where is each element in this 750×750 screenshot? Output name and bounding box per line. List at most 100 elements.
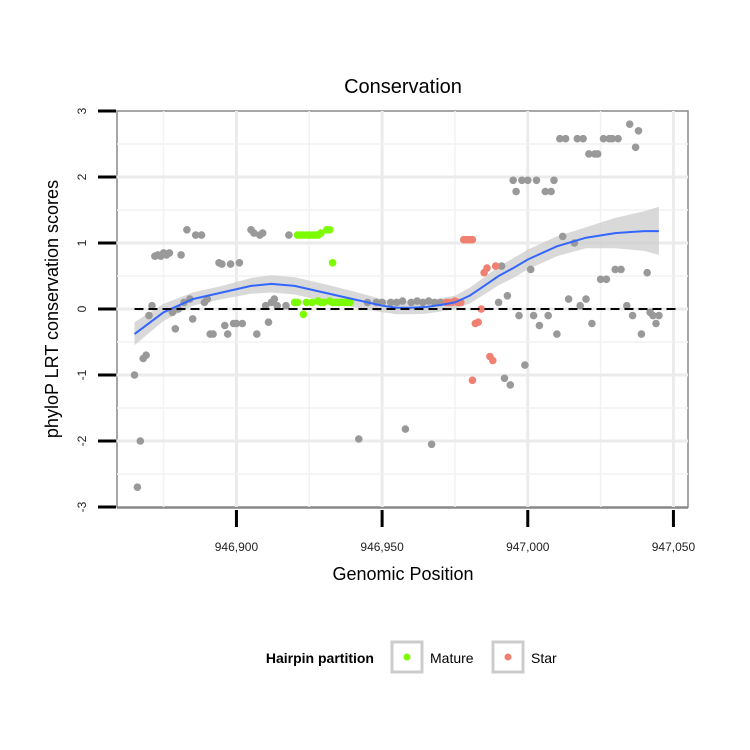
legend: Hairpin partition Mature Star (266, 640, 557, 674)
data-point-other (521, 361, 529, 369)
data-point-other (556, 134, 564, 143)
data-point-other (561, 134, 570, 143)
data-point-other (515, 311, 523, 320)
data-point-other (285, 231, 293, 239)
data-point-mature (320, 298, 328, 307)
data-point-star (468, 235, 477, 244)
data-point-mature (346, 298, 354, 307)
data-point-other (221, 321, 229, 330)
data-point-other (532, 176, 541, 185)
data-point-star (477, 305, 486, 313)
y-tick-label: 2 (75, 173, 89, 180)
data-point-star (483, 264, 491, 272)
data-point-other (430, 298, 439, 307)
data-point-other (512, 187, 520, 196)
data-point-other (623, 301, 631, 310)
data-point-other (258, 229, 267, 237)
data-point-other (518, 176, 526, 185)
data-point-other (547, 187, 555, 196)
data-point-other (535, 321, 544, 330)
data-point-other (494, 298, 503, 307)
data-point-other (424, 297, 433, 305)
data-point-star (489, 356, 497, 365)
data-point-mature (308, 298, 317, 307)
y-tick-label: 3 (75, 107, 89, 114)
chart-title: Conservation (344, 76, 462, 98)
data-point-other (588, 319, 596, 328)
data-point-mature (302, 298, 311, 307)
smooth-line-layer (133, 230, 659, 335)
data-point-other (541, 187, 550, 196)
data-point-other (497, 262, 506, 270)
data-point-other (652, 319, 660, 328)
legend-label-mature: Mature (430, 650, 474, 666)
data-point-mature (293, 298, 302, 307)
points-layer (130, 120, 663, 492)
data-point-other (634, 127, 643, 135)
data-point-other (617, 265, 625, 274)
series-mature (290, 226, 354, 319)
y-tick-label: 1 (75, 239, 89, 246)
data-point-other (553, 330, 561, 338)
data-point-other (392, 298, 401, 307)
data-point-other (261, 301, 270, 310)
data-point-other (177, 251, 185, 259)
data-point-other (585, 150, 593, 158)
data-point-other (524, 176, 532, 185)
legend-dot-star (504, 653, 512, 661)
legend-entry-star: Star (491, 640, 557, 674)
data-point-other (643, 268, 651, 277)
data-point-other (171, 325, 180, 333)
x-tick-label: 946,900 (215, 540, 259, 554)
series-other (130, 120, 663, 492)
data-point-other (401, 425, 410, 433)
data-point-mature (325, 226, 334, 234)
data-point-other (282, 301, 290, 310)
data-point-mature (317, 229, 325, 237)
data-point-other (197, 231, 206, 239)
data-point-other (133, 483, 142, 492)
data-point-other (218, 260, 226, 268)
data-point-other (602, 275, 611, 284)
data-point-other (252, 330, 261, 338)
legend-entry-mature: Mature (390, 640, 474, 674)
data-point-mature (299, 310, 308, 319)
data-point-other (387, 298, 395, 307)
y-tick-label: -1 (75, 369, 89, 380)
data-point-other (558, 232, 567, 241)
data-point-other (611, 265, 619, 274)
data-point-other (183, 226, 191, 234)
data-point-star (468, 376, 477, 385)
data-point-other (355, 435, 363, 443)
data-point-other (573, 134, 582, 143)
data-point-other (191, 231, 200, 239)
data-point-other (526, 265, 535, 274)
data-point-other (142, 351, 150, 360)
data-point-other (655, 311, 663, 320)
data-point-other (209, 330, 217, 338)
series-star (442, 235, 500, 385)
y-axis-title: phyloP LRT conservation scores (42, 180, 62, 438)
data-point-other (398, 297, 407, 305)
data-point-other (579, 134, 587, 143)
data-point-other (564, 295, 573, 303)
data-point-other (264, 318, 273, 327)
data-point-other (238, 319, 247, 328)
data-point-other (614, 134, 622, 143)
x-tick-label: 947,000 (506, 540, 550, 554)
data-point-other (136, 437, 145, 445)
legend-label-star: Star (531, 650, 557, 666)
data-point-other (625, 120, 634, 128)
data-point-other (509, 176, 517, 185)
data-point-mature (328, 259, 337, 267)
data-point-other (599, 134, 608, 143)
data-point-star (491, 262, 500, 270)
data-point-other (544, 311, 552, 320)
data-point-other (631, 143, 640, 152)
data-point-other (145, 311, 153, 320)
data-point-other (596, 275, 605, 284)
x-axis-title: Genomic Position (332, 564, 473, 584)
data-point-other (165, 249, 174, 257)
data-point-other (223, 330, 232, 338)
